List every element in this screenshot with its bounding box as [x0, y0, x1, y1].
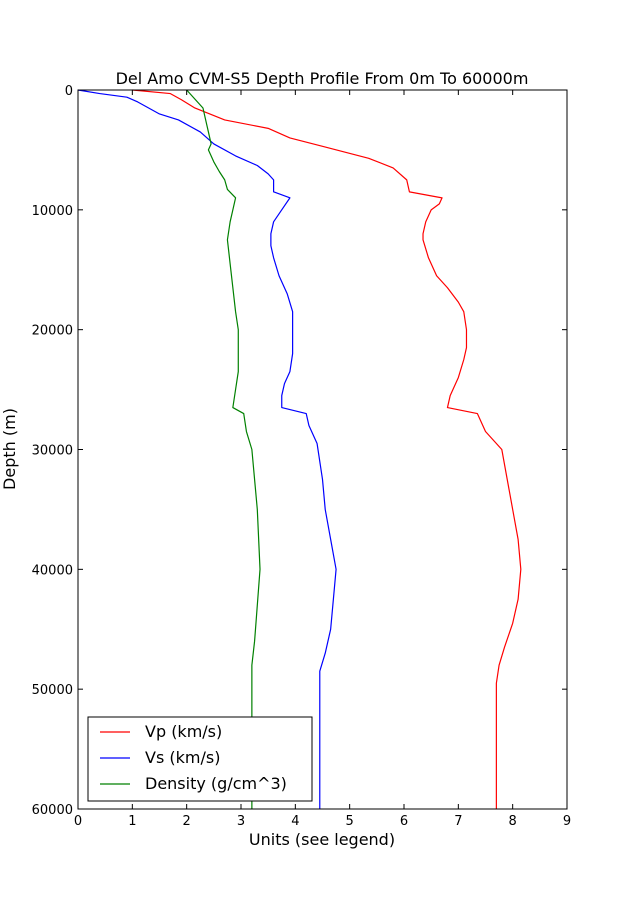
chart-title: Del Amo CVM-S5 Depth Profile From 0m To … [116, 69, 529, 88]
y-tick-label: 20000 [32, 324, 73, 339]
x-tick-label: 2 [183, 814, 191, 829]
x-tick-label: 6 [400, 814, 408, 829]
x-tick-label: 3 [237, 814, 245, 829]
x-tick-label: 7 [454, 814, 462, 829]
legend-box [87, 716, 313, 802]
series-line-3 [186, 89, 261, 809]
x-tick-label: 1 [128, 814, 136, 829]
x-tick-label: 5 [346, 814, 354, 829]
y-tick-label: 30000 [32, 444, 73, 459]
legend: Vp (km/s) Vs (km/s) Density (g/cm^3) [87, 716, 313, 802]
x-tick-label: 4 [291, 814, 299, 829]
y-tick-label: 40000 [32, 563, 73, 578]
y-tick-label: 50000 [32, 683, 73, 698]
y-axis-title: Depth (m) [0, 408, 19, 490]
legend-label-2: Vs (km/s) [145, 748, 220, 767]
legend-label-1: Vp (km/s) [145, 722, 222, 741]
plot-area: 0 1 2 3 4 5 6 7 8 9 0 10000 20000 30000 40000 50000 6000… [32, 84, 572, 829]
x-tick-label: 9 [563, 814, 571, 829]
y-tick-label: 10000 [32, 204, 73, 219]
plot-frame [77, 89, 568, 810]
series-line-1 [132, 89, 522, 809]
legend-label-3: Density (g/cm^3) [145, 774, 287, 793]
x-axis-title: Units (see legend) [249, 830, 395, 849]
y-tick-label: 0 [65, 84, 73, 99]
series-line-2 [77, 89, 337, 809]
x-tick-label: 0 [74, 814, 82, 829]
x-tick-label: 8 [509, 814, 517, 829]
y-tick-label: 60000 [32, 803, 73, 818]
